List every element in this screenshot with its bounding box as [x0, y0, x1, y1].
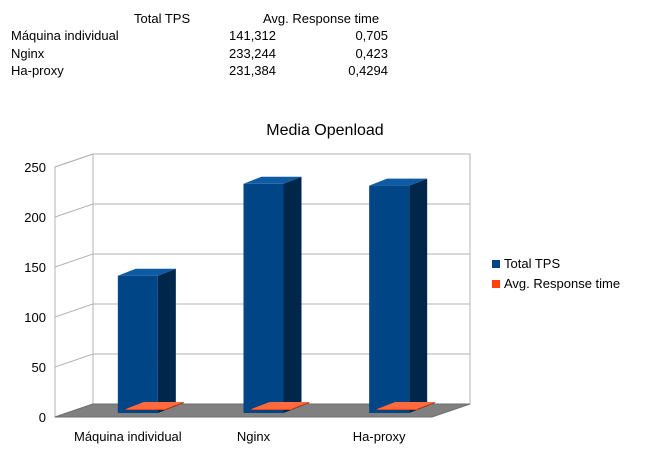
table-header-total-tps: Total TPS — [134, 11, 191, 26]
bar-side — [291, 402, 310, 410]
bar-side — [417, 402, 436, 410]
table-cell-resp: 0,423 — [355, 46, 388, 61]
y-tick-label: 50 — [32, 360, 46, 375]
table-cell-tps: 231,384 — [229, 63, 276, 78]
gridline — [54, 303, 470, 318]
gridline — [54, 153, 470, 168]
bar-front — [117, 275, 158, 413]
bar-side — [409, 178, 428, 413]
legend-swatch — [492, 260, 500, 268]
table-cell-resp: 0,4294 — [348, 63, 388, 78]
bar-top — [243, 176, 302, 184]
bar-top — [377, 402, 436, 409]
side-wall — [54, 153, 94, 418]
table-cell-resp: 0,705 — [355, 28, 388, 43]
bar-side — [165, 402, 184, 410]
table-row-label: Ha-proxy — [11, 63, 64, 78]
bar-front — [377, 409, 418, 410]
table-header-avg-response-time: Avg. Response time — [263, 11, 380, 26]
bar-side — [283, 176, 302, 413]
y-tick-label: 150 — [24, 260, 46, 275]
bar — [243, 176, 302, 413]
legend-label: Avg. Response time — [504, 276, 620, 291]
gridline — [54, 203, 470, 218]
x-tick-label: Máquina individual — [74, 429, 182, 444]
bar-top — [117, 268, 176, 276]
table-cell-tps: 233,244 — [229, 46, 276, 61]
bar — [125, 402, 184, 410]
legend-swatch — [492, 280, 500, 288]
table-row-label: Nginx — [11, 46, 45, 61]
bar — [377, 402, 436, 410]
table-row-label: Máquina individual — [11, 28, 119, 43]
bar-top — [125, 402, 184, 409]
x-tick-label: Nginx — [237, 429, 271, 444]
bar-front — [369, 185, 410, 413]
bar-front — [125, 409, 166, 410]
x-axis-ticks: Máquina individual Nginx Ha-proxy — [74, 429, 406, 444]
bar — [117, 268, 176, 413]
table-cell-tps: 141,312 — [229, 28, 276, 43]
bar-side — [157, 268, 176, 413]
y-tick-label: 200 — [24, 210, 46, 225]
y-tick-label: 100 — [24, 310, 46, 325]
bar-front — [251, 409, 292, 410]
chart-legend: Total TPS Avg. Response time — [492, 256, 620, 291]
y-tick-label: 250 — [24, 160, 46, 175]
chart-title: Media Openload — [266, 122, 383, 139]
chart-gridlines — [54, 153, 470, 368]
y-tick-label: 0 — [39, 410, 46, 425]
bar-top — [251, 402, 310, 409]
x-tick-label: Ha-proxy — [353, 429, 406, 444]
chart-bars — [117, 176, 436, 413]
bar-front — [243, 183, 284, 413]
bar — [369, 178, 428, 413]
y-axis-ticks: 0 50 100 150 200 250 — [24, 160, 46, 425]
gridline — [54, 353, 470, 368]
bar-top — [369, 178, 428, 186]
gridline — [54, 253, 470, 268]
bar — [251, 402, 310, 410]
legend-label: Total TPS — [504, 256, 560, 271]
